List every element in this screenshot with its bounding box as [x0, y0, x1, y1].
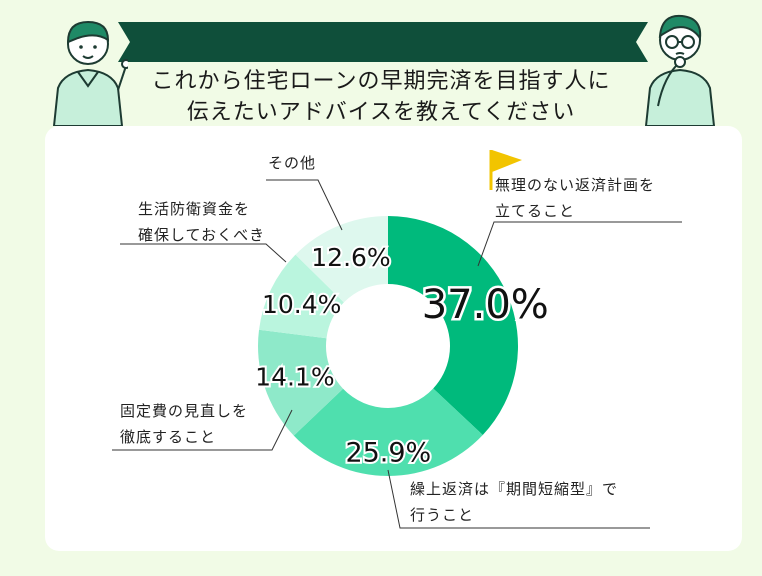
- callout-label-1: 無理のない返済計画を 立てること: [495, 176, 656, 220]
- callout-label-2: 繰上返済は『期間短縮型』で 行うこと: [410, 480, 619, 524]
- headline-line1: これから住宅ローンの早期完済を目指す人に: [151, 69, 611, 94]
- person-left-illustration: [52, 20, 128, 126]
- slice-value-label-2: 25.9%: [345, 437, 431, 468]
- slice-value-label-4: 10.4%: [262, 290, 341, 319]
- title-banner: [118, 22, 648, 62]
- flag-icon: [492, 150, 522, 172]
- donut-slice-1: [388, 216, 518, 435]
- donut-slice-2: [293, 388, 483, 477]
- chart-card: [45, 126, 742, 551]
- leader-line-4: [120, 243, 287, 263]
- slice-value-label-3: 14.1%: [255, 362, 334, 391]
- leader-line-2: [387, 469, 650, 529]
- donut-slice-5: [295, 216, 388, 303]
- leader-line-1: [477, 221, 682, 267]
- leader-line-3: [112, 409, 293, 451]
- leader-line-5: [266, 179, 343, 231]
- slice-value-label-5: 12.6%: [311, 243, 390, 272]
- callout-label-3: 固定費の見直しを 徹底すること: [120, 402, 249, 446]
- donut-slice-4: [259, 254, 344, 339]
- headline-line2: 伝えたいアドバイスを教えてください: [186, 100, 576, 125]
- slice-value-label-1: 37.0%: [422, 282, 549, 328]
- person-right-illustration: [644, 14, 716, 126]
- callout-label-4: 生活防衛資金を 確保しておくべき: [138, 200, 266, 244]
- donut-slice-3: [258, 329, 344, 436]
- callout-label-5: その他: [268, 154, 317, 172]
